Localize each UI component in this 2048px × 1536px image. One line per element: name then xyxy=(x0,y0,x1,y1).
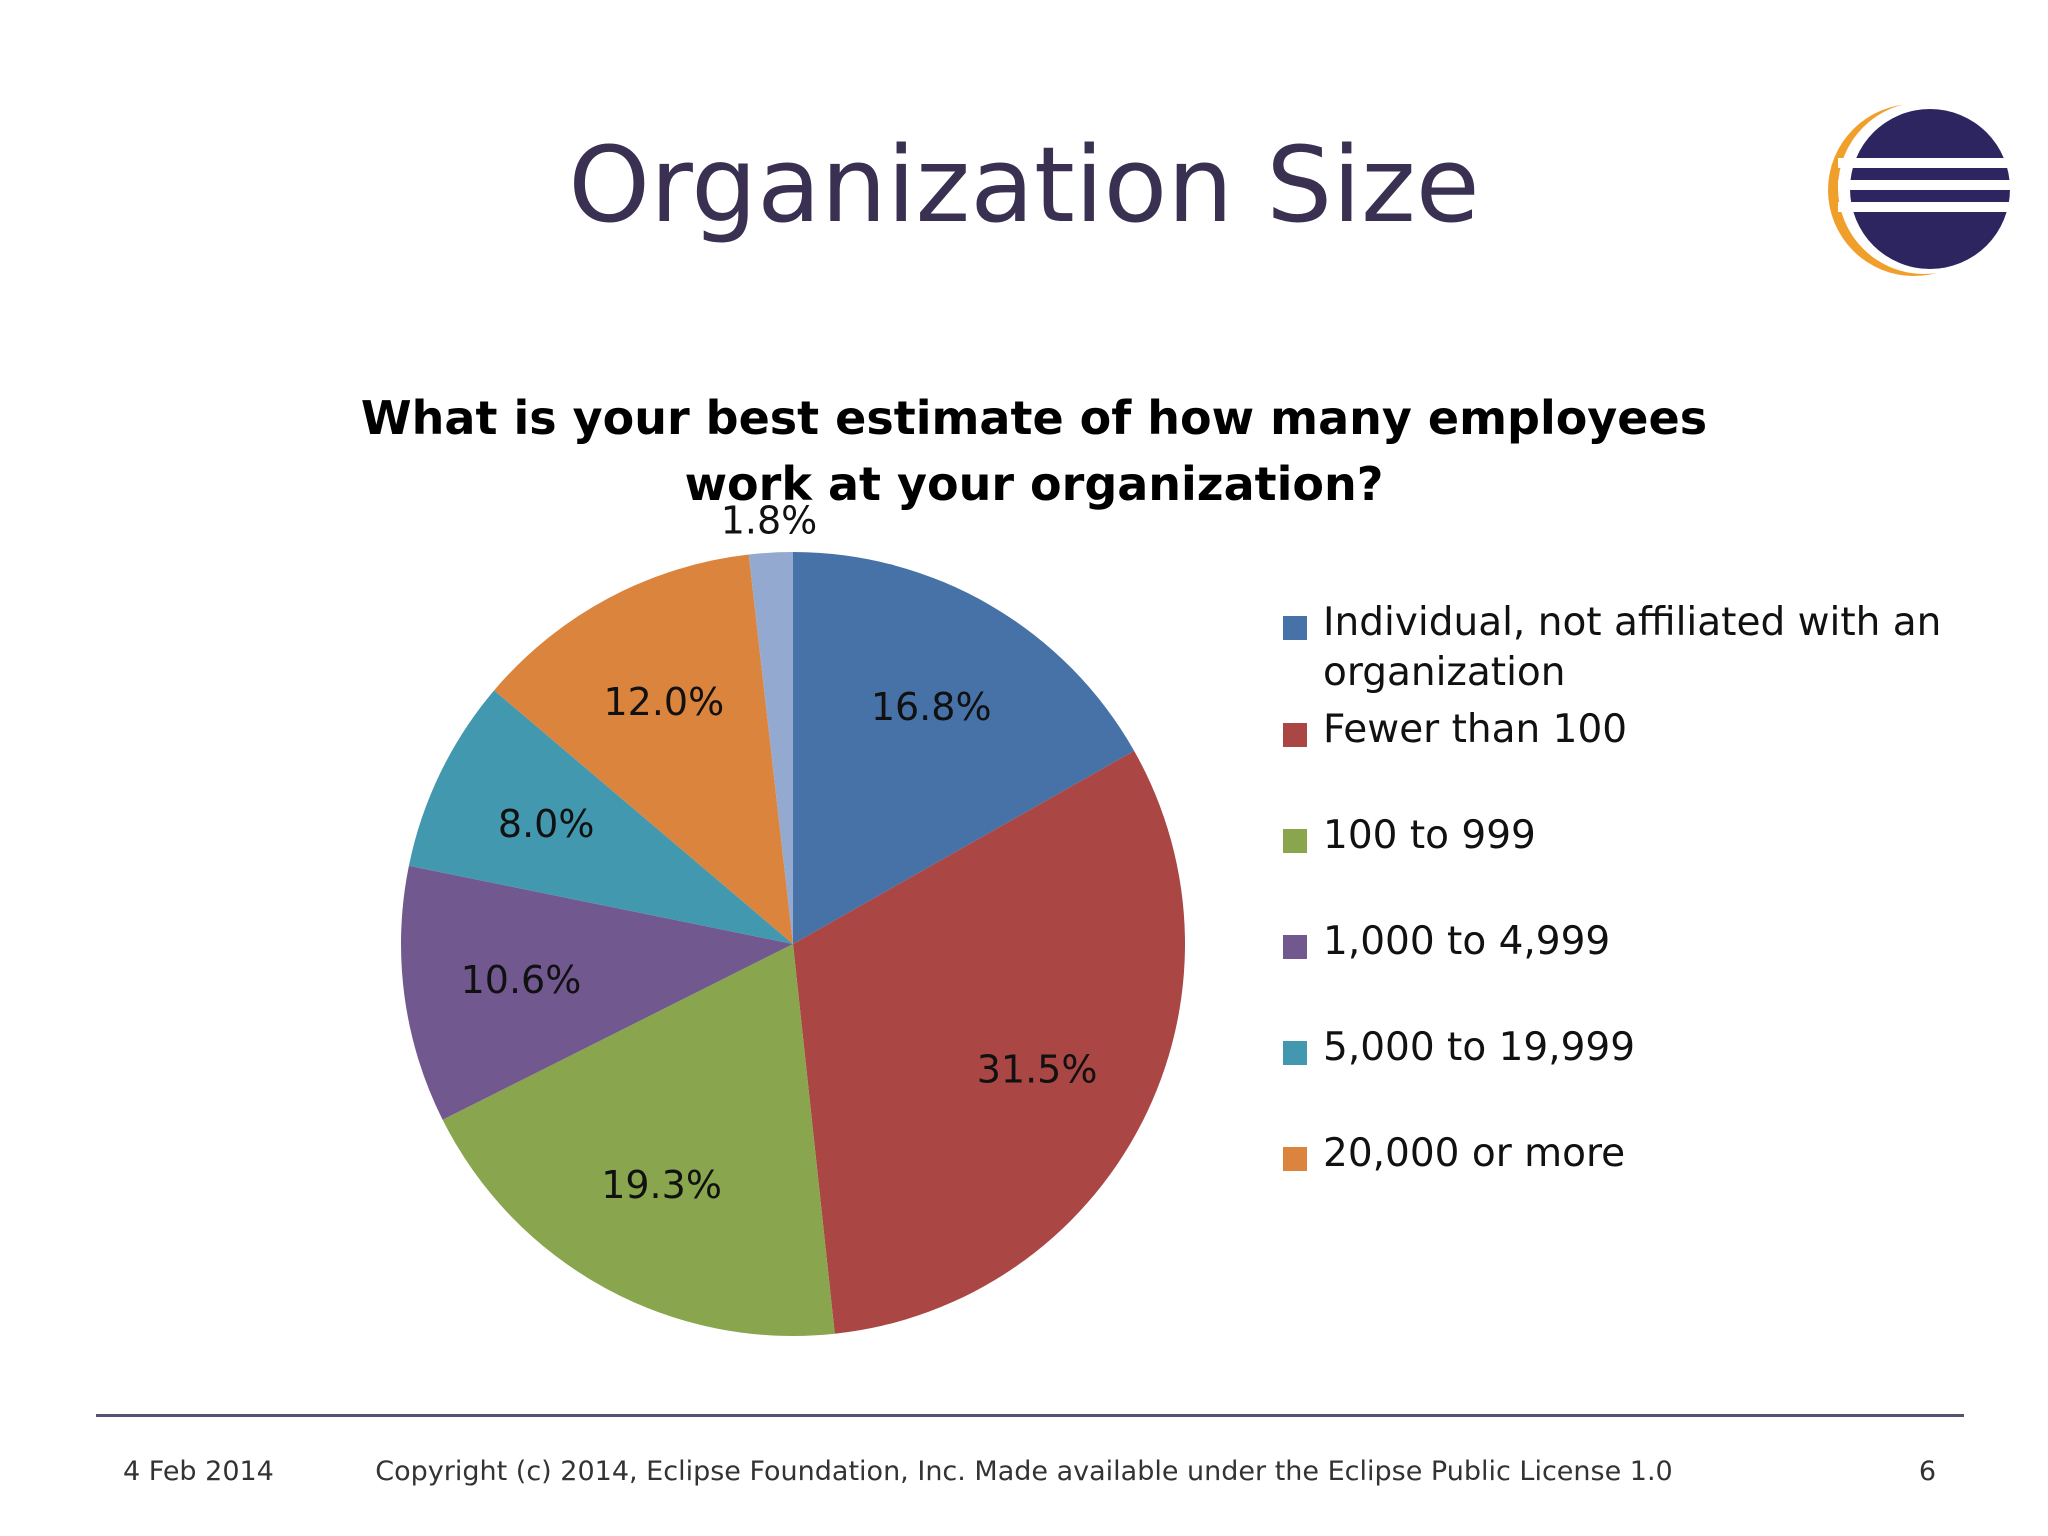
pie-slice-1-000-to-4-999 xyxy=(400,865,793,1120)
pie-slice-5-000-to-19-999 xyxy=(408,690,793,944)
legend-label: Individual, not affiliated with an organ… xyxy=(1323,600,1942,695)
legend-swatch xyxy=(1283,935,1307,959)
chart-title: What is your best estimate of how many e… xyxy=(360,391,1708,511)
pie-data-label: 12.0% xyxy=(603,680,724,724)
pie-slice-individual-not-affiliated-with-an-organization xyxy=(793,552,1135,944)
pie-slice-20-000-or-more xyxy=(494,554,793,944)
legend-label: 100 to 999 xyxy=(1323,813,1536,858)
legend-swatch xyxy=(1283,616,1307,640)
eclipse-logo-icon xyxy=(1828,102,2018,276)
pie-data-label: 19.3% xyxy=(601,1163,722,1207)
legend-swatch xyxy=(1283,723,1307,747)
footer-copyright: Copyright (c) 2014, Eclipse Foundation, … xyxy=(375,1456,1673,1487)
legend-label: 20,000 or more xyxy=(1323,1131,1626,1176)
pie-data-label: 16.8% xyxy=(871,685,992,729)
legend-label: Fewer than 100 xyxy=(1323,707,1628,752)
legend-swatch xyxy=(1283,1041,1307,1065)
pie-slice-unlabeled xyxy=(748,552,793,944)
pie-data-label: 10.6% xyxy=(461,958,582,1002)
pie-data-label: 31.5% xyxy=(977,1047,1098,1091)
pie-data-label: 8.0% xyxy=(498,802,595,846)
pie-slice-fewer-than-100 xyxy=(793,750,1185,1334)
legend-swatch xyxy=(1283,829,1307,853)
legend-label: 5,000 to 19,999 xyxy=(1323,1025,1636,1070)
footer-date: 4 Feb 2014 xyxy=(123,1456,274,1487)
pie-slice-100-to-999 xyxy=(442,944,835,1336)
footer-page-number: 6 xyxy=(1918,1456,1936,1487)
pie-data-label: 1.8% xyxy=(721,499,818,543)
footer-divider xyxy=(96,1414,1964,1417)
legend-swatch xyxy=(1283,1147,1307,1171)
legend-label: 1,000 to 4,999 xyxy=(1323,919,1611,964)
slide-title: Organization Size xyxy=(568,124,1480,246)
